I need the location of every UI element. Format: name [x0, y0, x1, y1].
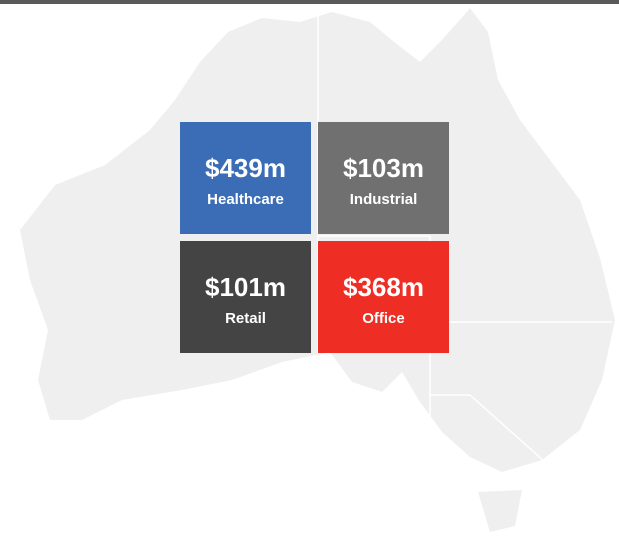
tile-value: $368m — [343, 272, 424, 302]
tile: $101m Retail — [180, 241, 311, 353]
tile-bg — [180, 241, 311, 353]
tile-label: Retail — [225, 310, 266, 327]
tile-value: $103m — [343, 153, 424, 183]
tile-bg — [180, 122, 311, 234]
tile: $368m Office — [318, 241, 449, 353]
tile: $103m Industrial — [318, 122, 449, 234]
tile-label: Office — [362, 310, 405, 327]
map — [20, 8, 615, 532]
border — [469, 394, 546, 463]
tile-label: Industrial — [350, 191, 418, 208]
tasmania — [478, 490, 522, 532]
tile-value: $101m — [205, 272, 286, 302]
tile-value: $439m — [205, 153, 286, 183]
tile-label: Healthcare — [207, 191, 284, 208]
top-border — [0, 0, 619, 4]
tile-bg — [318, 241, 449, 353]
tiles: $439m Healthcare $103m Industrial $101m Retai… — [180, 122, 449, 353]
tile-bg — [318, 122, 449, 234]
tile: $439m Healthcare — [180, 122, 311, 234]
